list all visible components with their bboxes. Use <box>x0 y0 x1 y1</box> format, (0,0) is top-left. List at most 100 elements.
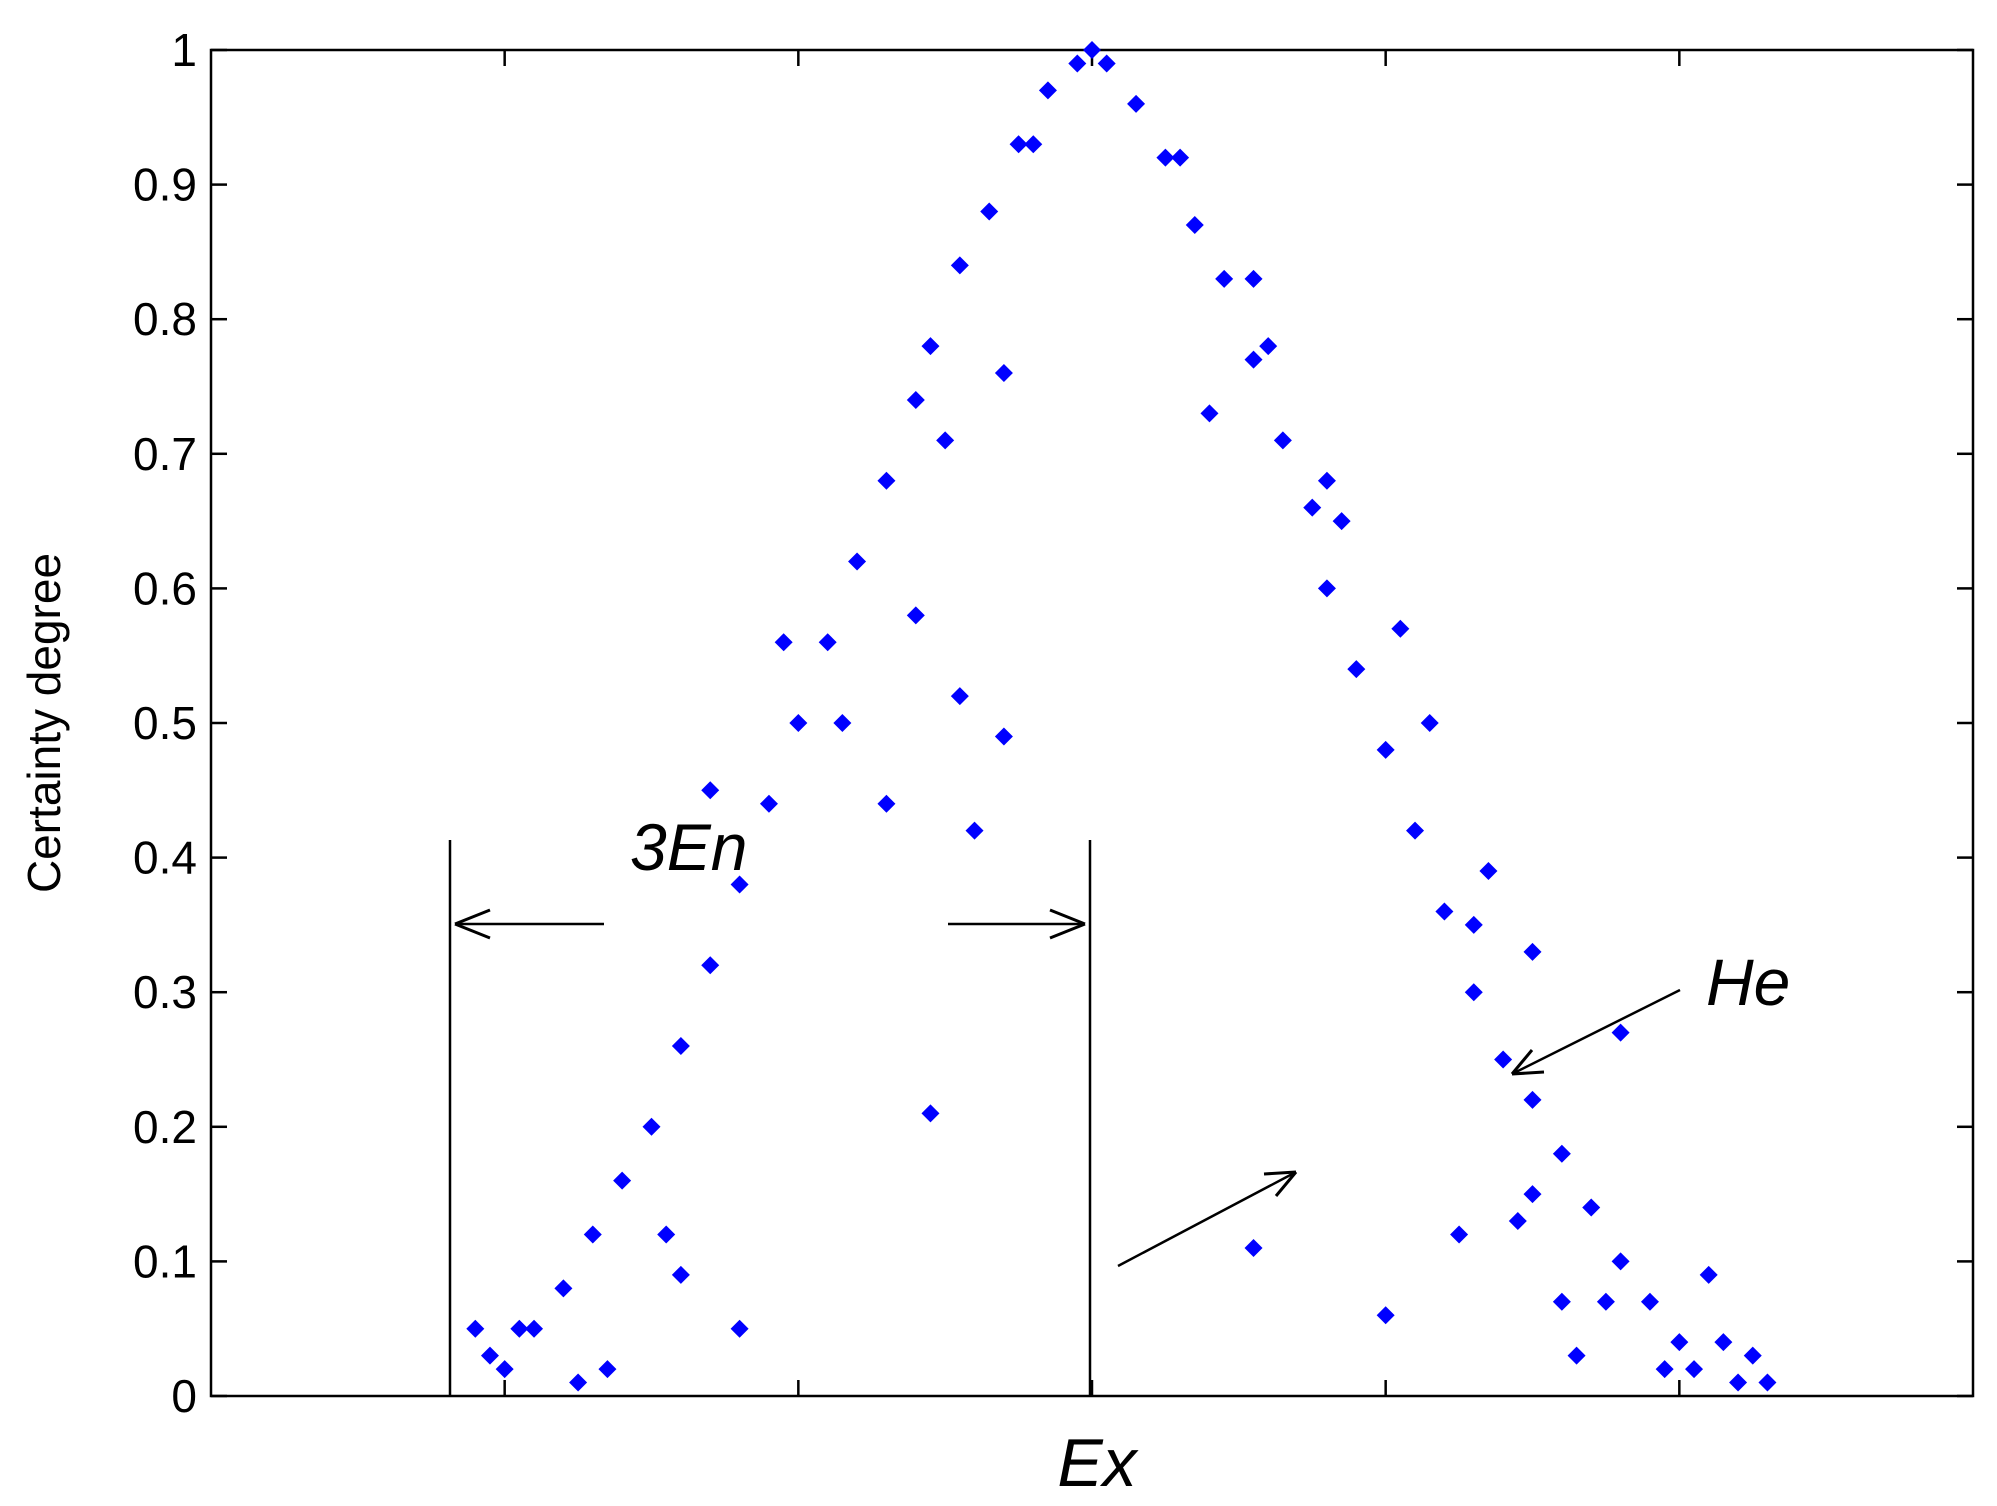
plot-frame <box>209 48 1975 1398</box>
scatter-point <box>1714 1333 1733 1352</box>
scatter-point <box>613 1171 632 1190</box>
scatter-point <box>1743 1346 1762 1365</box>
scatter-point <box>877 794 896 813</box>
scatter-point <box>1699 1265 1718 1284</box>
scatter-point <box>1317 471 1336 490</box>
scatter-point <box>1376 1306 1395 1325</box>
scatter-point <box>1376 740 1395 759</box>
scatter-point <box>818 633 837 652</box>
scatter-point <box>1420 714 1439 732</box>
scatter-point <box>1729 1373 1748 1392</box>
3en-right-arrowhead <box>1049 908 1086 940</box>
scatter-point <box>525 1319 544 1338</box>
3en-label: 3En <box>630 810 747 884</box>
scatter-point <box>495 1360 514 1379</box>
scatter-point <box>950 256 969 275</box>
scatter-point <box>1552 1144 1571 1163</box>
scatter-point <box>877 471 896 490</box>
scatter-point <box>1655 1360 1674 1379</box>
scatter-point <box>642 1117 661 1136</box>
x-axis-ticks <box>503 50 1681 1396</box>
scatter-point <box>1038 81 1057 100</box>
scatter-point <box>1582 1198 1601 1217</box>
scatter-point <box>1464 983 1483 1002</box>
scatter-point <box>1685 1360 1704 1379</box>
scatter-point <box>510 1319 529 1338</box>
scatter-point <box>1758 1373 1777 1392</box>
scatter-point <box>950 687 969 706</box>
scatter-point <box>730 875 749 894</box>
scatter-point <box>1523 1185 1542 1204</box>
scatter-point <box>1435 902 1454 921</box>
scatter-point <box>1244 350 1263 369</box>
scatter-point <box>774 633 793 652</box>
scatter-point <box>1259 337 1278 356</box>
scatter-point <box>759 794 778 813</box>
scatter-point <box>480 1346 499 1365</box>
scatter-point <box>1332 512 1351 531</box>
scatter-point <box>1185 215 1204 234</box>
scatter-point <box>1244 1238 1263 1257</box>
scatter-point <box>789 714 808 732</box>
scatter-point <box>1083 41 1101 59</box>
scatter-point <box>1009 135 1028 154</box>
scatter-point <box>583 1225 602 1244</box>
scatter-point <box>671 1037 690 1056</box>
he-lower-arrowhead <box>1263 1170 1298 1197</box>
scatter-point <box>730 1319 749 1338</box>
scatter-point <box>671 1265 690 1284</box>
scatter-point <box>921 337 940 356</box>
scatter-point <box>906 390 925 409</box>
scatter-point <box>701 781 720 800</box>
y-tick-label: 0.5 <box>133 697 197 749</box>
scatter-point <box>1273 431 1292 450</box>
scatter-point <box>833 714 852 732</box>
y-tick-label: 0.8 <box>133 293 197 345</box>
he-lower-arrow-shaft <box>1117 1170 1297 1268</box>
scatter-point <box>1596 1292 1615 1311</box>
scatter-point <box>848 552 867 571</box>
y-tick-label: 0.6 <box>133 562 197 614</box>
scatter-point <box>936 431 955 450</box>
scatter-point <box>1479 862 1498 881</box>
scatter-point <box>994 727 1013 746</box>
scatter-point <box>1552 1292 1571 1311</box>
scatter-points <box>466 41 1777 1392</box>
scatter-point <box>598 1360 617 1379</box>
scatter-point <box>1200 404 1219 423</box>
scatter-point <box>1097 54 1116 73</box>
scatter-point <box>1156 148 1175 167</box>
he-upper-arrow-shaft <box>1511 988 1681 1076</box>
x-axis-title: Ex <box>1057 1425 1138 1501</box>
scatter-point <box>1068 54 1087 73</box>
y-axis-title: Certainty degree <box>18 553 70 893</box>
annotation-he: He <box>1117 945 1790 1268</box>
scatter-point <box>1611 1023 1630 1042</box>
he-label: He <box>1706 945 1790 1019</box>
he-upper-arrowhead <box>1510 1049 1545 1076</box>
scatter-point <box>1347 660 1366 679</box>
scatter-point <box>1670 1333 1689 1352</box>
scatter-point <box>1523 942 1542 961</box>
y-tick-label: 1 <box>171 24 197 76</box>
y-tick-label: 0.1 <box>133 1235 197 1287</box>
scatter-point <box>569 1373 588 1392</box>
scatter-point <box>921 1104 940 1123</box>
y-tick-label: 0.9 <box>133 159 197 211</box>
scatter-point <box>1508 1212 1527 1231</box>
scatter-point <box>657 1225 676 1244</box>
scatter-point <box>1391 619 1410 638</box>
scatter-point <box>1567 1346 1586 1365</box>
scatter-point <box>994 364 1013 383</box>
y-tick-label: 0.7 <box>133 428 197 480</box>
scatter-point <box>1244 269 1263 288</box>
y-axis-ticks: 0 0.1 0.2 0.3 0.4 0.5 0.6 0.7 0.8 0.9 1 <box>133 24 1973 1422</box>
scatter-point <box>554 1279 573 1298</box>
scatter-point <box>1303 498 1322 517</box>
3en-left-arrowhead <box>454 908 491 940</box>
y-tick-label: 0.2 <box>133 1101 197 1153</box>
scatter-point <box>1406 821 1425 840</box>
scatter-point <box>906 606 925 625</box>
scatter-point <box>701 956 720 975</box>
scatter-point <box>965 821 984 840</box>
